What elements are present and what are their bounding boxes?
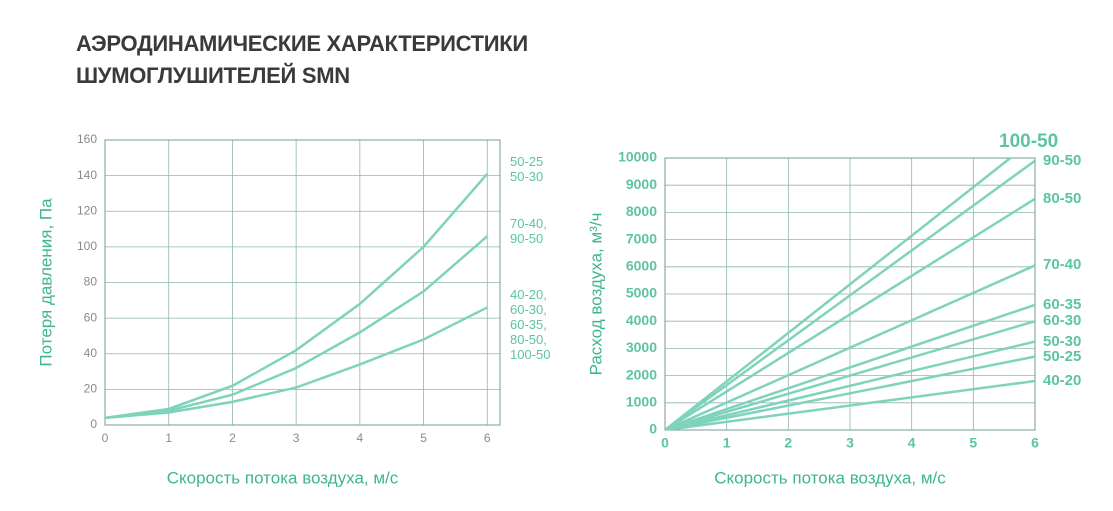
x-tick-label: 0 [661,435,669,451]
y-tick-label: 7000 [626,230,657,246]
plot-frame [664,157,1036,431]
title: АЭРОДИНАМИЧЕСКИЕ ХАРАКТЕРИСТИКИ ШУМОГЛУШ… [76,28,528,92]
y-axis-label: Потеря давления, Па [36,198,55,367]
series-label: 60-35 [1043,295,1082,313]
series-line [665,264,1035,430]
series-label: 50-25 50-30 [510,153,544,184]
series-line [105,173,489,420]
series-line [665,355,1035,430]
x-tick-label: 3 [846,435,854,451]
x-tick-label: 6 [484,431,491,445]
x-tick-label: 6 [1031,435,1039,451]
x-axis-label: Скорость потока воздуха, м/с [167,468,399,487]
y-tick-label: 5000 [626,285,657,301]
y-tick-label: 60 [84,310,98,324]
x-tick-label: 0 [102,431,109,445]
y-tick-label: 160 [77,132,97,146]
series-label: 100-50 [999,131,1059,152]
series-line [105,235,489,420]
y-tick-label: 9000 [626,176,657,192]
series-label: 50-30 [1043,332,1082,350]
series-line [665,340,1035,430]
series-label: 50-25 [1043,347,1082,365]
series-line [665,157,1012,430]
y-tick-label: 0 [649,421,657,437]
series-label: 70-40 [1043,256,1082,274]
title-line: ШУМОГЛУШИТЕЛЕЙ SMN [76,63,350,88]
y-tick-label: 8000 [626,203,657,219]
y-tick-label: 20 [84,382,98,396]
y-tick-label: 1000 [626,394,657,410]
x-tick-label: 5 [420,431,427,445]
y-tick-label: 2000 [626,366,657,382]
x-tick-label: 2 [784,435,792,451]
title-line: АЭРОДИНАМИЧЕСКИЕ ХАРАКТЕРИСТИКИ [76,31,528,56]
y-axis-label: Расход воздуха, м³/ч [586,213,605,376]
y-tick-label: 10000 [618,149,657,165]
y-tick-label: 140 [77,168,97,182]
x-tick-label: 4 [356,431,363,445]
series-line [105,306,488,420]
y-tick-label: 80 [84,275,98,289]
x-tick-label: 4 [908,435,916,451]
series-label: 90-50 [1043,151,1082,169]
series-line [665,303,1035,430]
y-tick-label: 3000 [626,339,657,355]
y-tick-label: 100 [77,239,97,253]
series-label: 80-50 [1043,189,1082,207]
x-tick-label: 5 [969,435,977,451]
series-label: 40-20, 60-30, 60-35, 80-50, 100-50 [510,287,551,363]
series-label: 70-40, 90-50 [510,216,547,247]
x-tick-label: 1 [165,431,172,445]
series-line [665,159,1035,430]
y-tick-label: 40 [84,346,98,360]
series-line [665,379,1035,430]
x-tick-label: 3 [293,431,300,445]
series-line [665,320,1035,430]
y-tick-label: 120 [77,203,97,217]
x-tick-label: 2 [229,431,236,445]
x-tick-label: 1 [723,435,731,451]
series-label: 60-30 [1043,312,1082,330]
series-line [665,197,1035,430]
series-label: 40-20 [1043,372,1082,390]
y-tick-label: 6000 [626,258,657,274]
y-tick-label: 0 [90,417,97,431]
x-axis-label: Скорость потока воздуха, м/с [714,468,946,487]
y-tick-label: 4000 [626,312,657,328]
plot-frame [104,139,501,426]
